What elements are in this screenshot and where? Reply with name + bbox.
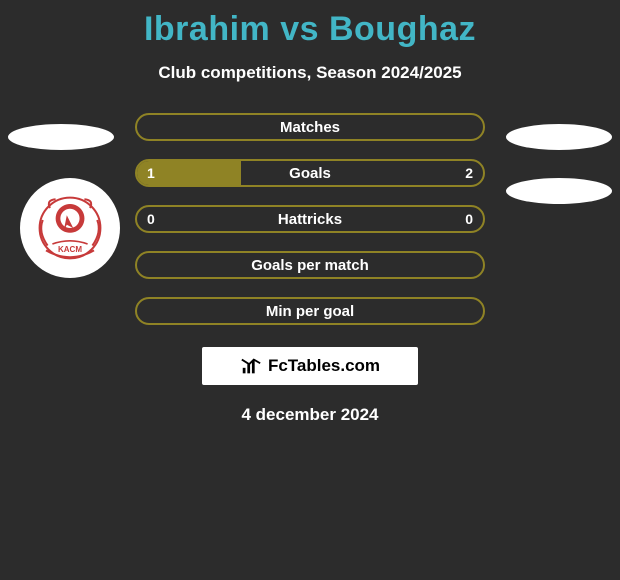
brand-text: FcTables.com: [268, 356, 380, 376]
stat-bar-hattricks: 0 Hattricks 0: [135, 205, 485, 233]
stat-label: Goals: [289, 165, 331, 182]
stat-label: Matches: [280, 119, 340, 136]
stat-right-value: 0: [465, 211, 473, 227]
svg-text:KACM: KACM: [58, 245, 82, 254]
stat-right-value: 2: [465, 165, 473, 181]
date-text: 4 december 2024: [0, 405, 620, 425]
right-team-placeholder-1: [506, 124, 612, 150]
stat-label: Goals per match: [251, 257, 369, 274]
stat-bar-matches: Matches: [135, 113, 485, 141]
club-crest-icon: KACM: [30, 188, 110, 268]
page-title: Ibrahim vs Boughaz: [0, 0, 620, 49]
bar-chart-icon: [240, 355, 262, 377]
stat-left-value: 1: [147, 165, 155, 181]
page-subtitle: Club competitions, Season 2024/2025: [0, 63, 620, 83]
left-team-placeholder-1: [8, 124, 114, 150]
brand-link[interactable]: FcTables.com: [202, 347, 418, 385]
stat-label: Min per goal: [266, 303, 354, 320]
stats-container: Matches 1 Goals 2 0 Hattricks 0 Goals pe…: [135, 113, 485, 325]
stat-bar-min-per-goal: Min per goal: [135, 297, 485, 325]
stat-bar-goals-per-match: Goals per match: [135, 251, 485, 279]
right-team-placeholder-2: [506, 178, 612, 204]
stat-left-value: 0: [147, 211, 155, 227]
stat-label: Hattricks: [278, 211, 342, 228]
left-club-logo: KACM: [20, 178, 120, 278]
stat-bar-goals: 1 Goals 2: [135, 159, 485, 187]
